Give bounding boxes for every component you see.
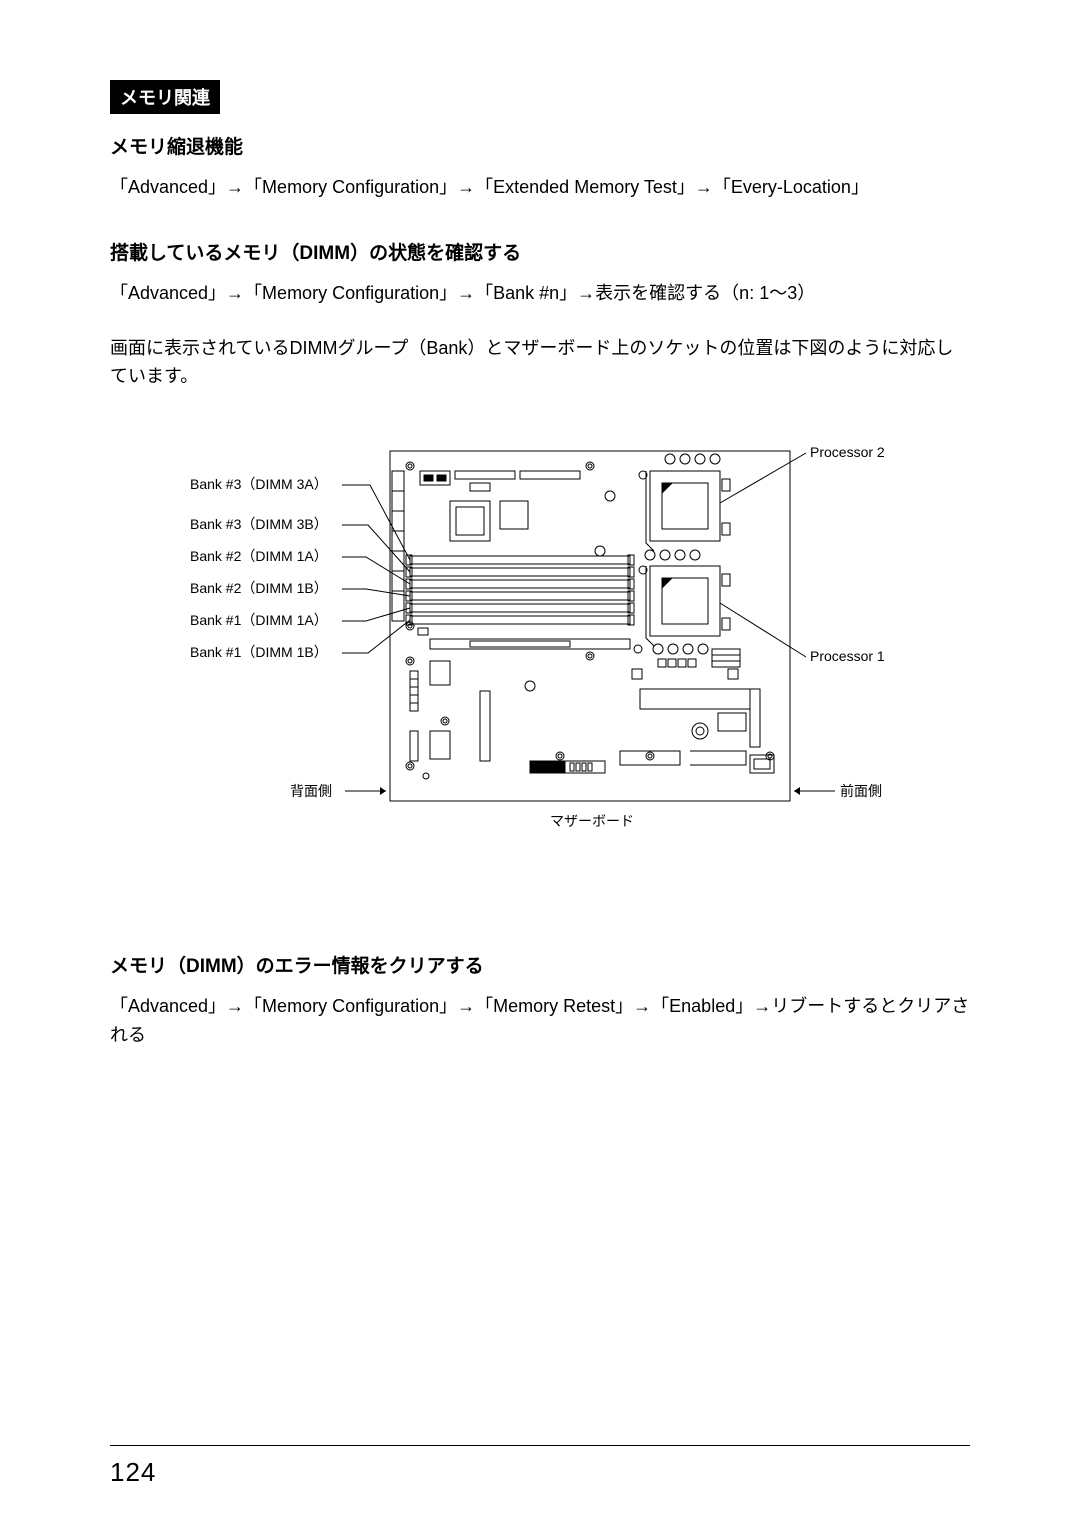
diagram-caption: マザーボード xyxy=(550,813,634,829)
label-bank3-3a: Bank #3（DIMM 3A） xyxy=(190,476,328,492)
heading-dimm-clear: メモリ（DIMM）のエラー情報をクリアする xyxy=(110,951,970,978)
footer-rule xyxy=(110,1445,970,1446)
label-bank2-1a: Bank #2（DIMM 1A） xyxy=(190,548,328,564)
label-back-side: 背面側 xyxy=(290,783,332,799)
section-badge: メモリ関連 xyxy=(110,80,220,114)
body-dimm-status-1: 「Advanced」→「Memory Configuration」→「Bank … xyxy=(110,279,970,308)
body-memory-degrade: 「Advanced」→「Memory Configuration」→「Exten… xyxy=(110,173,970,202)
label-processor-1: Processor 1 xyxy=(810,648,885,664)
label-front-side: 前面側 xyxy=(840,783,882,799)
label-bank3-3b: Bank #3（DIMM 3B） xyxy=(190,516,328,532)
heading-memory-degrade: メモリ縮退機能 xyxy=(110,132,970,159)
page-number: 124 xyxy=(110,1457,156,1488)
label-bank2-1b: Bank #2（DIMM 1B） xyxy=(190,580,328,596)
body-dimm-clear: 「Advanced」→「Memory Configuration」→「Memor… xyxy=(110,992,970,1050)
label-processor-2: Processor 2 xyxy=(810,444,885,460)
label-bank1-1a: Bank #1（DIMM 1A） xyxy=(190,612,328,628)
motherboard-diagram: Bank #3（DIMM 3A） Bank #3（DIMM 3B） Bank #… xyxy=(110,431,970,851)
heading-dimm-status: 搭載しているメモリ（DIMM）の状態を確認する xyxy=(110,238,970,265)
body-dimm-status-2: 画面に表示されているDIMMグループ（Bank）とマザーボード上のソケットの位置… xyxy=(110,334,970,392)
label-bank1-1b: Bank #1（DIMM 1B） xyxy=(190,644,328,660)
